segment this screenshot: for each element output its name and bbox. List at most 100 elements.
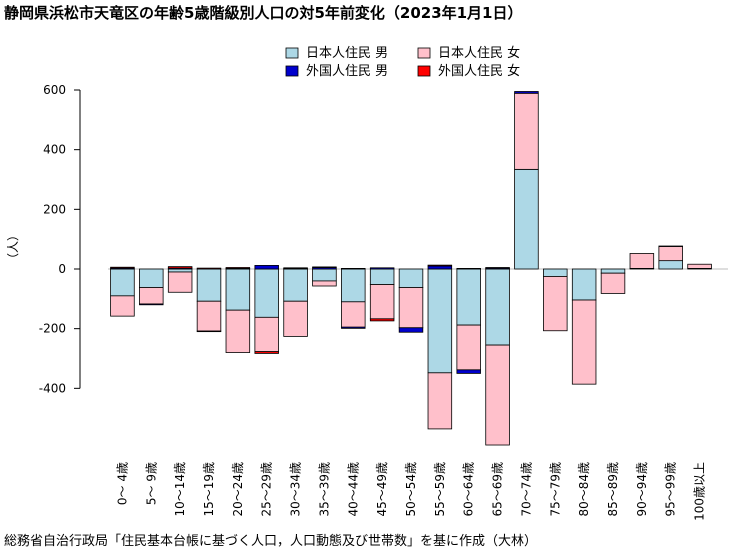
bar-jp_female — [600, 272, 626, 294]
x-tick-label: 65～69歳 — [491, 462, 505, 517]
bar-jp_female — [283, 300, 308, 337]
bar-jp_female — [629, 253, 655, 269]
bar-jp_male — [398, 268, 424, 288]
legend-swatch-fr_female — [417, 65, 431, 77]
bar-jp_female — [110, 295, 135, 317]
legend-label-jp_male: 日本人住民 男 — [306, 46, 388, 61]
bar-jp_male — [600, 268, 626, 274]
bar-jp_female — [225, 309, 251, 353]
x-tick-label: 40～44歳 — [346, 462, 360, 517]
legend-swatch-fr_male — [285, 65, 299, 77]
bar-jp_male — [167, 268, 193, 273]
bar-fr_male — [398, 327, 424, 333]
x-tick-label: 15～19歳 — [202, 462, 216, 517]
bar-fr_male — [456, 369, 481, 374]
x-tick-label: 75～79歳 — [548, 462, 562, 517]
bar-fr_female — [485, 267, 510, 269]
bar-fr_female — [427, 264, 453, 267]
source-note: 総務省自治行政局「住民基本台帳に基づく人口，人口動態及び世帯数」を基に作成（大林… — [4, 534, 538, 549]
bar-jp_male — [543, 268, 568, 277]
bar-fr_female — [369, 318, 395, 322]
bar-jp_female — [687, 263, 712, 269]
bar-jp_male — [485, 268, 510, 346]
x-tick-label: 25～29歳 — [260, 462, 274, 517]
bar-jp_female — [312, 280, 337, 287]
bar-fr_female — [341, 268, 366, 270]
bar-fr_male — [254, 265, 279, 270]
bar-fr_male — [341, 326, 366, 329]
y-tick-label: 600 — [43, 83, 66, 97]
x-tick-label: 50～54歳 — [404, 462, 418, 517]
bar-jp_female — [341, 301, 366, 328]
bar-jp_male — [283, 268, 308, 302]
legend-label-jp_female: 日本人住民 女 — [438, 45, 520, 61]
x-tick-label: 20～24歳 — [231, 462, 245, 517]
x-tick-label: 60～64歳 — [462, 462, 476, 517]
bar-fr_female — [196, 267, 222, 270]
bar-jp_male — [341, 268, 366, 303]
bar-fr_male — [427, 265, 453, 270]
legend-swatch-jp_male — [285, 47, 299, 59]
bar-fr_female — [254, 351, 279, 354]
bar-jp_female — [456, 324, 481, 371]
bar-fr_female — [456, 268, 481, 270]
bar-jp_male — [196, 268, 222, 302]
y-tick-label: -200 — [39, 322, 66, 336]
x-tick-label: 5～ 9歳 — [144, 462, 158, 505]
bar-fr_female — [167, 266, 193, 269]
bars — [110, 91, 712, 446]
y-tick-label: 200 — [43, 202, 66, 216]
bar-fr_male — [658, 245, 683, 247]
bar-fr_female — [225, 267, 251, 269]
bar-jp_male — [254, 268, 279, 318]
x-tick-label: 30～34歳 — [289, 462, 303, 517]
bar-fr_female — [312, 266, 337, 268]
bar-jp_female — [485, 344, 510, 446]
bar-jp_female — [543, 276, 568, 332]
y-tick-label: 0 — [58, 262, 66, 276]
bar-jp_female — [369, 284, 395, 320]
legend-label-fr_female: 外国人住民 女 — [438, 63, 520, 79]
bar-jp_male — [369, 268, 395, 285]
x-tick-label: 70～74歳 — [519, 462, 533, 517]
bar-jp_male — [427, 268, 453, 374]
bar-fr_male — [139, 303, 164, 306]
bar-jp_male — [110, 268, 135, 297]
bar-jp_male — [456, 268, 481, 326]
bar-jp_female — [398, 287, 424, 329]
y-axis: -400 -200 0 200 400 600 （人） — [6, 83, 81, 395]
bar-jp_female — [139, 287, 164, 305]
bar-jp_male — [139, 268, 164, 288]
bar-jp_female — [167, 271, 193, 293]
bar-fr_male — [196, 330, 222, 333]
x-tick-label: 35～39歳 — [317, 462, 331, 517]
x-tick-label: 100歳以上 — [693, 462, 707, 521]
bar-fr_male — [369, 267, 395, 270]
x-tick-label: 90～94歳 — [635, 462, 649, 517]
x-tick-label: 95～99歳 — [664, 462, 678, 517]
y-tick-label: -400 — [39, 381, 66, 395]
x-tick-label: 85～89歳 — [606, 462, 620, 517]
bar-jp_male — [571, 268, 597, 301]
bar-jp_female — [254, 316, 279, 353]
y-tick-label: 400 — [43, 143, 66, 157]
x-tick-label: 55～59歳 — [433, 462, 447, 517]
bar-jp_male — [658, 260, 683, 270]
bar-jp_female — [196, 300, 222, 332]
x-tick-label: 45～49歳 — [375, 462, 389, 517]
x-tick-label: 0～ 4歳 — [115, 462, 129, 505]
bar-jp_female — [427, 372, 453, 430]
bar-jp_female — [514, 92, 539, 170]
bar-fr_male — [514, 91, 539, 94]
x-tick-label: 80～84歳 — [577, 462, 591, 517]
bar-jp_male — [514, 168, 539, 270]
bar-jp_male — [312, 268, 337, 282]
legend-label-fr_male: 外国人住民 男 — [306, 64, 388, 79]
bar-jp_female — [571, 299, 597, 385]
x-labels: 0～ 4歳 5～ 9歳 10～14歳 15～19歳 20～24歳 25～29歳 30～34歳… — [115, 462, 706, 521]
legend-swatch-jp_female — [417, 47, 431, 59]
y-axis-label: （人） — [6, 229, 20, 265]
bar-fr_female — [110, 266, 135, 269]
